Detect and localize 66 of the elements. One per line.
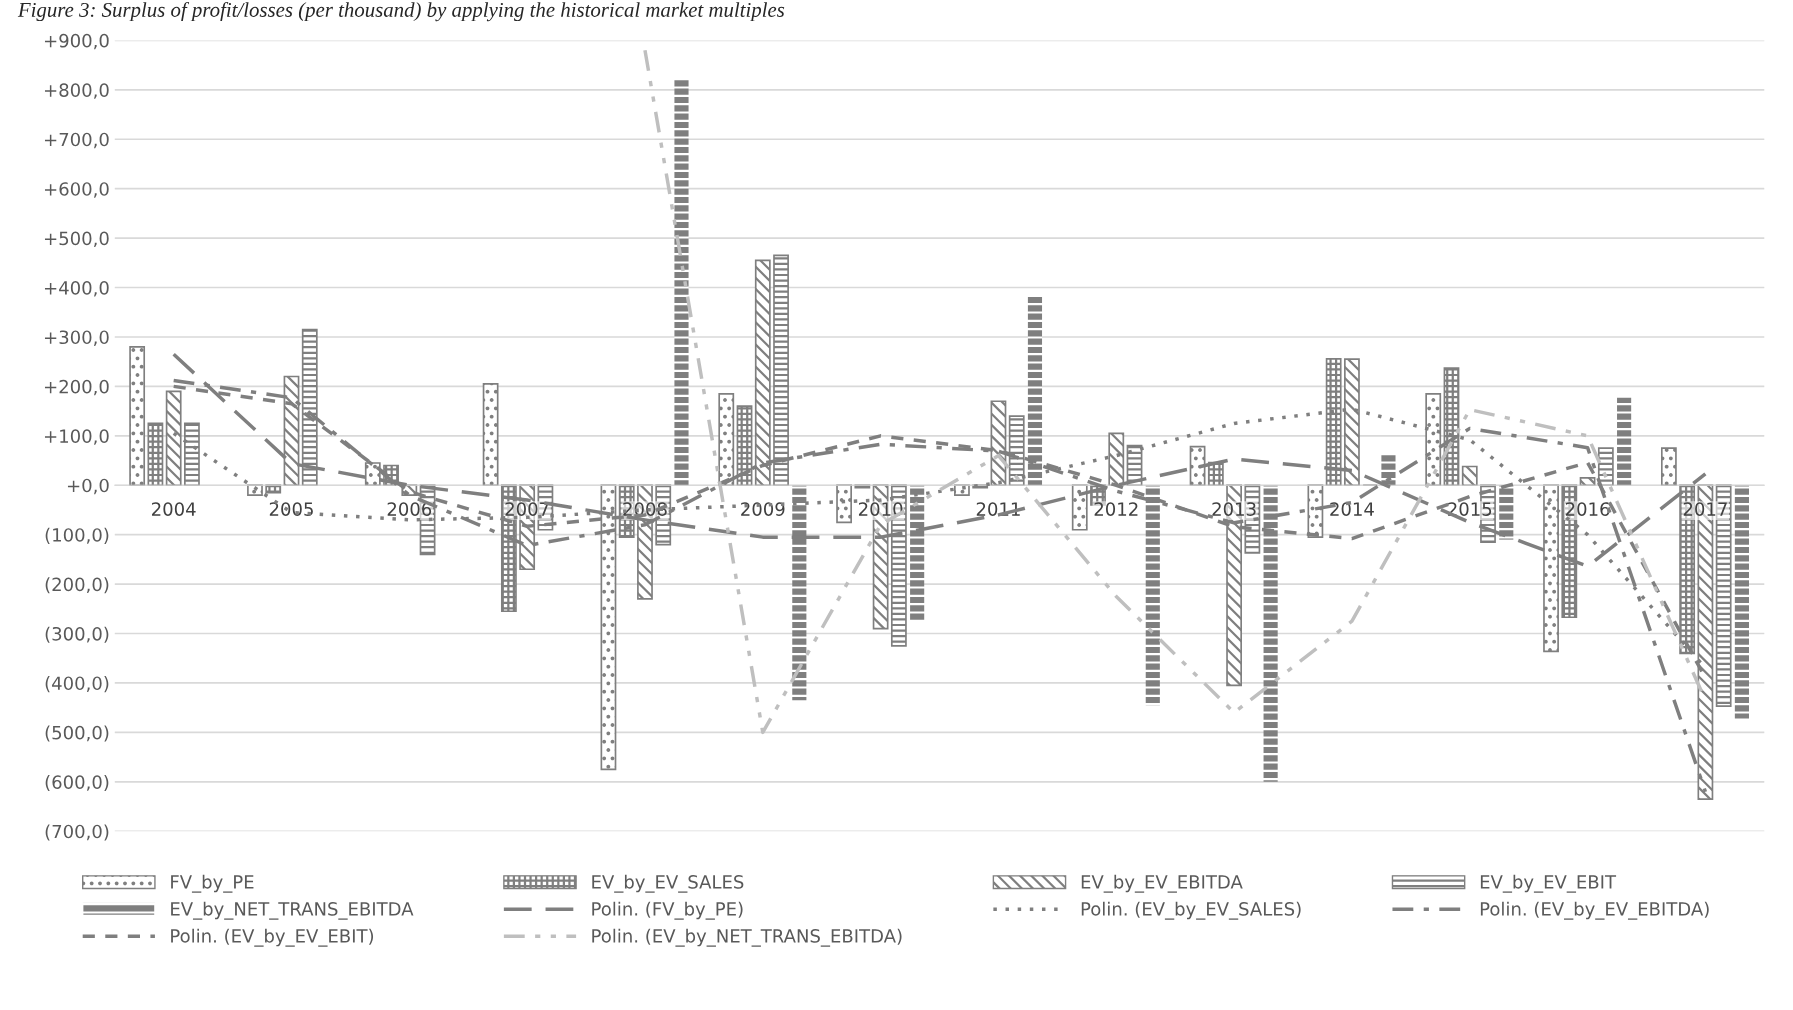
x-tick-label: 2005 xyxy=(269,502,313,516)
bar xyxy=(1071,484,1088,531)
y-tick-label: +500,0 xyxy=(44,231,109,248)
bar xyxy=(482,383,499,487)
bar xyxy=(1461,465,1478,487)
legend-label: EV_by_EV_SALES xyxy=(592,874,744,893)
bar xyxy=(1008,415,1025,487)
y-tick-label: (200,0) xyxy=(45,577,109,594)
bar xyxy=(184,422,200,487)
legend-label: EV_by_NET_TRANS_EBITDA xyxy=(171,901,414,920)
y-tick-label: +900,0 xyxy=(44,33,109,50)
bar xyxy=(736,405,753,487)
x-tick-label: 2013 xyxy=(1212,502,1256,516)
bar xyxy=(129,346,146,487)
bar xyxy=(247,484,263,496)
bar xyxy=(1027,294,1043,486)
bar xyxy=(718,392,735,487)
legend-label: Polin. (EV_by_EV_EBIT) xyxy=(171,928,374,947)
bar xyxy=(1108,432,1125,487)
legend-label: EV_by_EV_EBITDA xyxy=(1081,874,1243,893)
bar xyxy=(147,422,164,487)
legend-label: Polin. (EV_by_EV_SALES) xyxy=(1081,901,1301,920)
bar xyxy=(1189,445,1206,487)
bar xyxy=(1734,485,1749,719)
x-tick-label: 2007 xyxy=(505,502,549,516)
y-tick-label: (400,0) xyxy=(45,676,109,693)
y-tick-label: +600,0 xyxy=(44,182,109,198)
y-tick-label: (100,0) xyxy=(45,527,109,544)
bar xyxy=(1145,485,1160,706)
bar xyxy=(265,484,282,494)
bar xyxy=(792,485,807,701)
bar xyxy=(1597,447,1614,487)
y-tick-label: (500,0) xyxy=(45,725,109,742)
y-tick-label: +0,0 xyxy=(67,478,109,495)
legend-label: FV_by_PE xyxy=(171,874,254,893)
legend-label: Polin. (FV_by_PE) xyxy=(592,901,743,920)
x-tick-label: 2004 xyxy=(152,502,196,516)
bar xyxy=(854,484,871,489)
legend-label: Polin. (EV_by_NET_TRANS_EBITDA) xyxy=(592,928,902,947)
bar xyxy=(1660,447,1677,487)
x-tick-label: 2006 xyxy=(387,502,432,516)
bar xyxy=(1499,485,1514,540)
bar xyxy=(836,484,852,524)
bar xyxy=(674,79,689,486)
x-tick-label: 2014 xyxy=(1330,502,1374,516)
bar xyxy=(1263,485,1278,782)
y-tick-label: +300,0 xyxy=(44,330,109,346)
y-tick-label: (700,0) xyxy=(45,824,109,841)
y-tick-label: (600,0) xyxy=(45,774,109,792)
legend-label: Polin. (EV_by_EV_EBITDA) xyxy=(1480,901,1709,920)
y-tick-label: +700,0 xyxy=(44,132,109,149)
x-tick-label: 2009 xyxy=(741,502,785,516)
x-tick-label: 2016 xyxy=(1565,502,1610,516)
x-tick-label: 2012 xyxy=(1094,502,1138,516)
chart-title: Figure 3: Surplus of profit/losses (per thousand) by applying the historical market multiples xyxy=(17,2,785,22)
x-tick-label: 2017 xyxy=(1683,502,1727,516)
y-tick-label: +100,0 xyxy=(44,429,109,445)
y-tick-label: +800,0 xyxy=(44,83,109,99)
legend-label: EV_by_EV_EBIT xyxy=(1480,874,1617,893)
y-tick-label: +400,0 xyxy=(44,280,109,297)
bar xyxy=(1381,454,1396,486)
y-tick-label: +200,0 xyxy=(44,379,109,396)
y-tick-label: (300,0) xyxy=(45,626,109,643)
bar xyxy=(1307,484,1324,538)
bar xyxy=(910,485,925,622)
bar xyxy=(1617,397,1632,486)
